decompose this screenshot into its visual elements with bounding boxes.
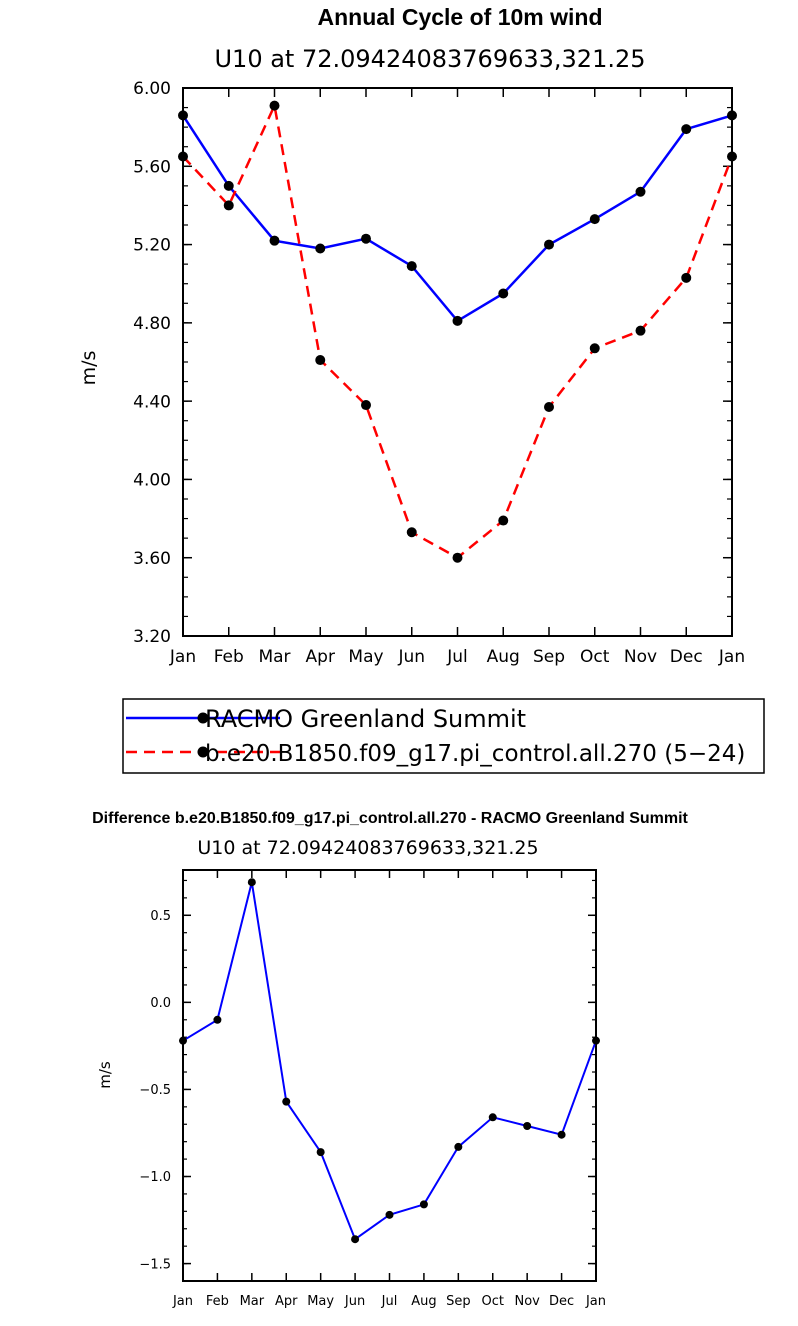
y-tick-label: 3.60 [133, 549, 171, 569]
x-tick-label: Jan [172, 1294, 193, 1309]
x-tick-label: Jun [397, 647, 425, 667]
series-0-point [179, 1036, 187, 1045]
chart1-subtitle: U10 at 72.09424083769633,321.25 [214, 45, 645, 73]
series-0-point [727, 110, 737, 121]
series-1-point [681, 272, 692, 283]
series-1-point [727, 151, 737, 162]
chart1-legend: RACMO Greenland Summit b.e20.B1850.f09_g… [122, 698, 765, 774]
x-tick-label: Feb [206, 1294, 229, 1309]
series-0-point [269, 235, 280, 246]
legend-label-racmo: RACMO Greenland Summit [205, 705, 526, 733]
series-0-point [557, 1130, 566, 1139]
series-1-point [452, 552, 463, 563]
series-0-point [488, 1113, 497, 1122]
x-tick-label: Nov [514, 1294, 540, 1309]
x-tick-label: Jul [381, 1294, 398, 1309]
x-tick-label: Dec [549, 1294, 574, 1309]
series-0-point [592, 1036, 600, 1045]
series-0-point [452, 315, 463, 326]
series-line-0 [182, 881, 597, 1241]
y-tick-label: 4.00 [133, 471, 171, 491]
series-1-point [315, 355, 326, 366]
series-1-point [589, 343, 600, 354]
series-0-point [406, 261, 417, 272]
series-line-1 [182, 101, 734, 560]
chart2-subtitle: U10 at 72.09424083769633,321.25 [197, 837, 538, 859]
chart2-plot-frame [182, 869, 597, 1282]
series-0-point [498, 288, 509, 299]
difference-chart: Difference b.e20.B1850.f09_g17.pi_contro… [92, 810, 688, 1309]
legend-frame [122, 698, 765, 774]
x-tick-label: Aug [411, 1294, 436, 1309]
y-tick-label: −1.5 [139, 1257, 171, 1272]
x-tick-label: Dec [670, 647, 703, 667]
x-tick-label: Apr [306, 647, 335, 667]
x-tick-label: Feb [214, 647, 244, 667]
series-1-point [498, 515, 509, 526]
x-tick-label: Oct [482, 1294, 504, 1309]
y-tick-label: 6.00 [133, 79, 171, 99]
series-0-point [361, 233, 371, 244]
x-tick-label: Oct [580, 647, 610, 667]
x-tick-label: Sep [446, 1294, 471, 1309]
x-tick-label: Jun [344, 1294, 365, 1309]
y-tick-label: 3.20 [133, 627, 171, 647]
y-tick-label: 0.0 [150, 996, 171, 1011]
x-tick-label: Jan [718, 647, 745, 667]
x-tick-label: Nov [624, 647, 657, 667]
series-1-point [178, 151, 188, 162]
series-line-0 [181, 114, 733, 323]
series-0-point [523, 1122, 532, 1131]
y-tick-label: 4.40 [133, 392, 171, 412]
series-0-point [681, 124, 692, 135]
x-tick-label: Jan [585, 1294, 606, 1309]
chart1-ylabel: m/s [78, 351, 100, 386]
series-1-point [269, 100, 280, 111]
y-tick-label: −0.5 [139, 1083, 171, 1098]
series-0-point [544, 239, 554, 250]
y-tick-label: 5.60 [133, 157, 171, 177]
series-1-point [406, 527, 417, 538]
series-0-point [315, 243, 326, 254]
x-tick-label: Mar [258, 647, 290, 667]
series-0-point [223, 180, 234, 191]
series-0-point [454, 1142, 463, 1151]
legend-marker-racmo [197, 712, 209, 724]
x-tick-label: Jan [169, 647, 196, 667]
x-tick-label: Jul [446, 647, 468, 667]
chart2-title: Difference b.e20.B1850.f09_g17.pi_contro… [92, 810, 688, 827]
x-tick-label: Sep [533, 647, 565, 667]
chart1-title: Annual Cycle of 10m wind [318, 4, 603, 30]
series-0-point [247, 878, 256, 887]
series-1-point [544, 402, 554, 413]
annual-cycle-chart: Annual Cycle of 10m wind U10 at 72.09424… [78, 4, 745, 667]
series-0-point [589, 214, 600, 225]
series-0-point [213, 1015, 222, 1024]
x-tick-label: May [348, 647, 383, 667]
series-0-point [635, 186, 646, 197]
series-0-point [316, 1148, 325, 1157]
x-tick-label: May [307, 1294, 334, 1309]
y-tick-label: 5.20 [133, 236, 171, 256]
series-1-point [361, 400, 371, 411]
series-1-point [223, 200, 234, 211]
series-0-point [419, 1200, 428, 1209]
x-tick-label: Mar [240, 1294, 265, 1309]
legend-marker-model [197, 746, 209, 758]
y-tick-label: 0.5 [150, 909, 171, 924]
y-tick-label: 4.80 [133, 314, 171, 334]
y-tick-label: −1.0 [139, 1170, 171, 1185]
x-tick-label: Apr [275, 1294, 298, 1309]
series-0-point [385, 1210, 394, 1219]
series-0-point [282, 1097, 291, 1106]
x-tick-label: Aug [487, 647, 520, 667]
series-1-point [635, 325, 646, 336]
series-0-point [351, 1235, 360, 1244]
series-0-point [178, 110, 188, 121]
chart2-ylabel: m/s [96, 1061, 114, 1089]
legend-label-model: b.e20.B1850.f09_g17.pi_control.all.270 (… [205, 741, 745, 767]
